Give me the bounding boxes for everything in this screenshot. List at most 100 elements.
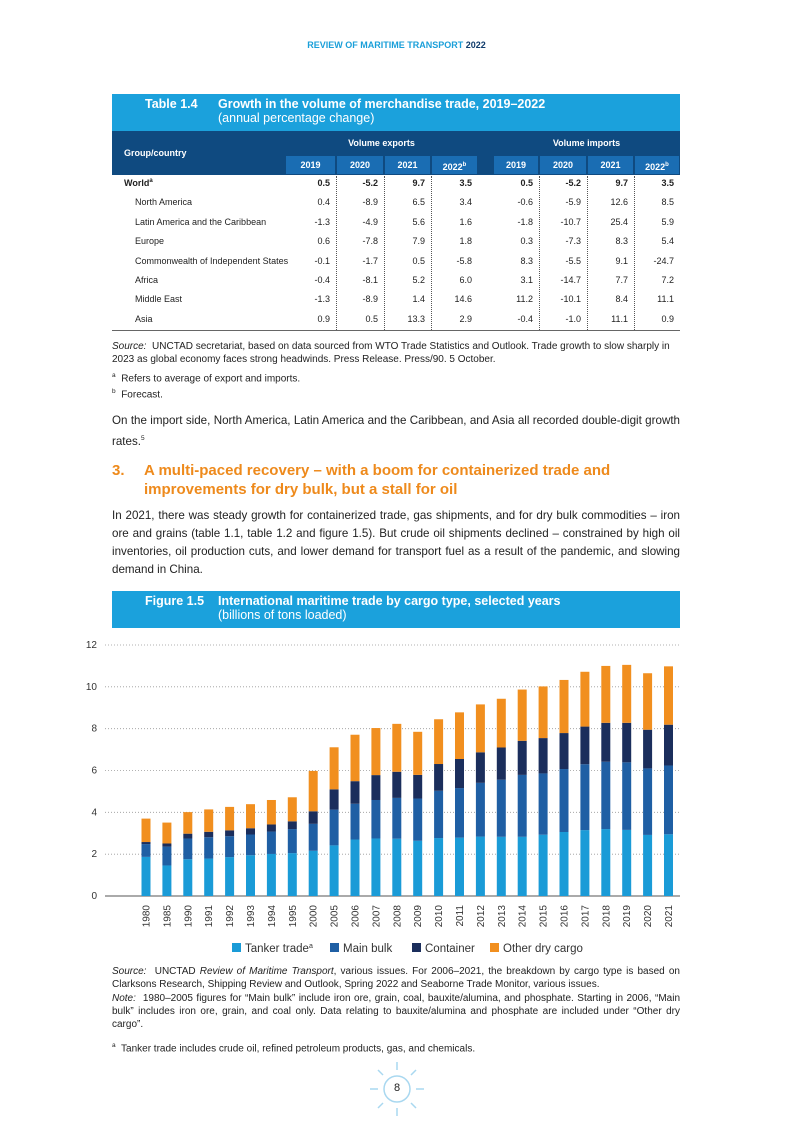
- cell: -5.2: [565, 178, 581, 188]
- cell: 6.5: [412, 197, 425, 208]
- bar-segment: [475, 752, 485, 783]
- bar-segment: [559, 769, 569, 832]
- imports-header: Volume imports: [552, 138, 621, 148]
- bar-segment: [392, 771, 402, 798]
- figure-footnote: a Tanker trade includes crude oil, refin…: [112, 1039, 475, 1055]
- column-separator: [336, 176, 337, 330]
- cell: 11.1: [611, 313, 628, 324]
- bar-segment: [371, 775, 381, 800]
- cell: 14.6: [454, 294, 472, 305]
- cell: 9.1: [615, 255, 628, 266]
- bar-segment: [204, 809, 214, 832]
- bar-segment: [455, 712, 464, 759]
- cell: 0.6: [317, 236, 330, 247]
- bar-segment: [371, 799, 381, 839]
- year: 2022: [645, 162, 666, 172]
- chart: 0 2 4 6 8 10 12 1980 1985 1990 1991 1992 1993 1994 199…: [86, 640, 680, 955]
- x-tick-label: 1990: [183, 905, 194, 928]
- legend-label: Container: [425, 943, 475, 955]
- paragraph: On the import side, North America, Latin…: [112, 412, 680, 451]
- bar-segment: [643, 673, 653, 730]
- column-separator: [431, 176, 432, 330]
- section-number: 3.: [112, 462, 125, 479]
- column-separator: [384, 176, 385, 330]
- bar-segment: [266, 824, 276, 832]
- bar-segment: [141, 856, 151, 896]
- cell: 6.0: [459, 275, 472, 285]
- x-tick-label: 2007: [371, 905, 382, 928]
- cell: -0.4: [517, 313, 533, 324]
- bar-segment: [287, 821, 297, 830]
- bar-segment: [580, 830, 590, 896]
- bar-segment: [664, 834, 673, 896]
- bar-segment: [664, 666, 673, 725]
- bar-segment: [538, 738, 548, 774]
- legend-swatch: [330, 943, 339, 952]
- cell: 8.3: [520, 255, 533, 266]
- page-ornament: [370, 1062, 424, 1116]
- bar-segment: [308, 823, 318, 851]
- bar-segment: [329, 809, 339, 846]
- bar-segment: [308, 770, 318, 812]
- y-tick-label: 8: [91, 724, 97, 735]
- legend-swatch: [412, 943, 421, 952]
- bar-segment: [204, 837, 214, 859]
- x-tick-label: 2020: [643, 905, 654, 928]
- year: 2020: [349, 160, 371, 170]
- note-mark: a: [112, 372, 116, 379]
- cell: 8.5: [661, 197, 674, 208]
- year: 2020: [552, 160, 574, 170]
- bar-segment: [580, 764, 590, 831]
- forecast-mark: b: [462, 162, 467, 168]
- x-tick-label: 1991: [204, 905, 215, 928]
- year: 2021: [397, 160, 418, 170]
- bar-segment: [266, 799, 276, 825]
- cell: -24.7: [653, 255, 674, 266]
- table-subtitle: (annual percentage change): [218, 111, 375, 125]
- bar-segment: [434, 719, 444, 765]
- cell: 8.3: [615, 236, 628, 247]
- bar-segment: [350, 734, 360, 782]
- bar-segment: [225, 806, 235, 831]
- note-text: Tanker trade includes crude oil, refined…: [121, 1043, 476, 1055]
- bar-segment: [538, 834, 548, 896]
- cell: 7.9: [412, 236, 425, 247]
- bar-segment: [517, 774, 527, 837]
- bar-segment: [371, 728, 381, 776]
- bar-segment: [601, 722, 611, 762]
- cell: -7.8: [362, 236, 378, 247]
- legend-swatch: [490, 943, 499, 952]
- row-label: Commonwealth of Independent States: [135, 255, 289, 266]
- bar-segment: [183, 812, 193, 834]
- bar-segment: [643, 729, 653, 769]
- row-label: North America: [135, 197, 193, 208]
- bar-segment: [246, 828, 255, 835]
- bar-segment: [601, 829, 611, 896]
- row-name: Latin America and the Caribbean: [135, 217, 266, 227]
- x-tick-label: 1993: [246, 905, 257, 928]
- year: 2021: [600, 160, 621, 170]
- bar-segment: [496, 698, 506, 748]
- bar-segment: [622, 664, 632, 723]
- x-tick-label: 2013: [497, 905, 508, 928]
- bar-segment: [475, 836, 485, 896]
- row-label: World: [124, 178, 150, 188]
- cell: 5.2: [412, 275, 425, 285]
- table: Group/country Volume exports Volume import…: [0, 0, 793, 340]
- source-label: Source:: [112, 966, 147, 977]
- table-source: Source: UNCTAD secretariat, based on dat…: [112, 340, 680, 366]
- cell: -8.1: [362, 275, 378, 285]
- year-header: 2021: [385, 156, 430, 174]
- x-tick-label: 2005: [330, 905, 341, 928]
- legend-label: Other dry cargo: [503, 943, 583, 955]
- note-mark: a: [112, 1042, 116, 1049]
- bar-segment: [455, 758, 464, 789]
- bar-segment: [350, 803, 360, 840]
- year-header: 2021: [588, 156, 633, 174]
- cell: 0.3: [520, 236, 533, 247]
- y-tick-label: 2: [91, 849, 97, 860]
- cell: -5.9: [565, 197, 581, 208]
- figure-title-bar: Figure 1.5 International maritime trade …: [112, 591, 680, 628]
- legend-name: Main bulk: [343, 943, 392, 955]
- table-note: a Refers to average of export and import…: [112, 369, 300, 385]
